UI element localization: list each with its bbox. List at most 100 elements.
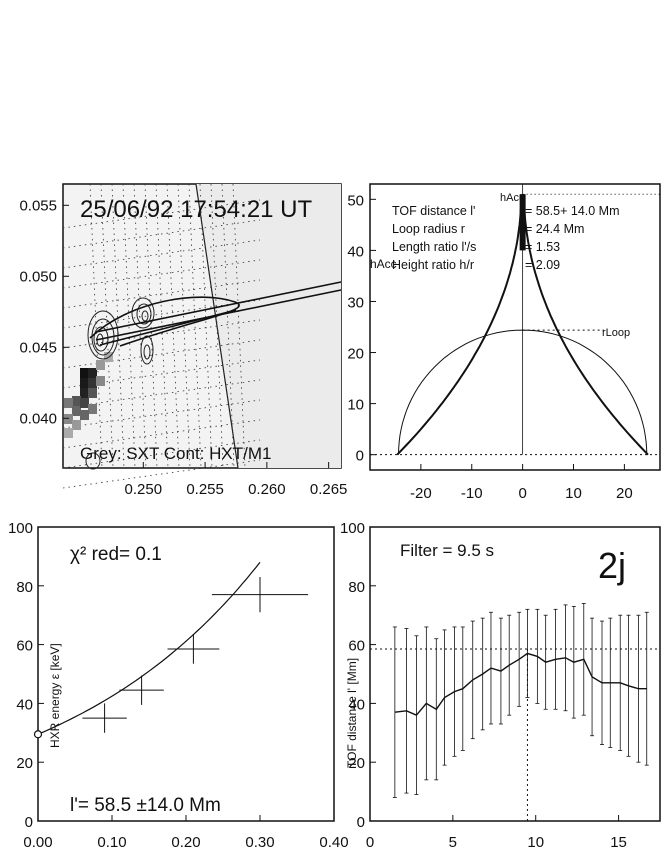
y-tick-label: 0	[25, 814, 33, 831]
y-tick-label: 20	[16, 755, 33, 772]
grid-line	[62, 279, 261, 309]
grid-line	[210, 183, 224, 469]
acceleration-bar	[519, 194, 526, 251]
legend-value: = 1.53	[525, 240, 560, 254]
panel-a-limb-line	[195, 183, 239, 469]
panel-b-rloop-label: rLoop	[602, 327, 630, 339]
y-tick-label: 0	[356, 448, 364, 465]
x-tick-label: 0.10	[97, 834, 126, 851]
x-tick-label: 0.265	[310, 481, 348, 498]
x-tick-label: -20	[410, 485, 432, 502]
panel-a-loop-lines	[89, 281, 342, 347]
x-tick-label: 0.260	[248, 481, 286, 498]
panel-a-sxt-pixels	[64, 352, 113, 438]
grid-line	[155, 183, 169, 469]
legend-value: = 58.5+ 14.0 Mm	[525, 204, 620, 218]
panel-d-title: Filter = 9.5 s	[400, 541, 494, 560]
grid-line	[199, 183, 213, 469]
x-tick-label: 0.40	[319, 834, 348, 851]
sxt-pixel	[96, 376, 105, 386]
grid-line	[62, 259, 261, 289]
y-tick-label: 80	[348, 579, 365, 596]
sxt-pixel	[96, 360, 105, 370]
sxt-pixel	[72, 420, 81, 430]
y-tick-label: 50	[347, 192, 364, 209]
legend-label: TOF distance l'	[392, 204, 475, 218]
sxt-pixel	[80, 388, 89, 398]
x-tick-label: 10	[527, 834, 544, 851]
grid-line	[62, 319, 261, 349]
grid-line	[62, 459, 261, 489]
contour	[131, 297, 155, 329]
y-tick-label: 60	[16, 638, 33, 655]
sxt-pixel	[88, 388, 97, 398]
sxt-pixel	[88, 378, 97, 388]
panel-d-plot	[370, 603, 660, 821]
sxt-pixel	[88, 368, 97, 378]
fit-origin-point	[33, 730, 43, 739]
panel-c-frame	[37, 526, 335, 822]
panel-c-ylabel: HXR energy ε [keV]	[48, 643, 62, 748]
grid-line	[62, 199, 261, 229]
x-tick-label: 0.255	[186, 481, 224, 498]
sxt-pixel	[64, 414, 73, 424]
grid-line	[111, 183, 125, 469]
sxt-pixel	[64, 398, 73, 408]
panel-b-frame	[369, 183, 661, 471]
y-tick-label: 80	[16, 579, 33, 596]
panel-b-hacc-label: hAcc	[370, 257, 397, 271]
panel-b: TOF distance l' = 58.5+ 14.0 Mm Loop rad…	[347, 183, 661, 502]
panel-b-hacc-top-label: hAcc	[500, 192, 525, 204]
loop-line	[89, 296, 240, 347]
legend-value: = 24.4 Mm	[525, 222, 584, 236]
panel-d-axes: 0 5 10 15 0 20 40 60 80 100	[340, 520, 627, 851]
x-tick-label: 0	[366, 834, 374, 851]
y-tick-label: 100	[8, 520, 33, 537]
sxt-pixel	[88, 404, 97, 414]
y-tick-label: 20	[347, 346, 364, 363]
grid-line	[62, 439, 261, 469]
panel-c-plot	[33, 561, 309, 739]
grid-line	[188, 183, 202, 469]
sxt-pixel	[72, 396, 81, 406]
grid-line	[62, 339, 261, 369]
y-tick-label: 0.040	[19, 410, 57, 427]
grid-line	[177, 183, 191, 469]
grid-line	[62, 399, 261, 429]
legend-label: Loop radius r	[392, 222, 465, 236]
legend-value: = 2.09	[525, 258, 560, 272]
grid-line	[89, 183, 103, 469]
x-tick-label: 0.30	[245, 834, 274, 851]
y-tick-label: 20	[348, 755, 365, 772]
y-tick-label: 0.050	[19, 268, 57, 285]
x-tick-label: 0.20	[171, 834, 200, 851]
x-tick-label: -10	[461, 485, 483, 502]
y-tick-label: 40	[347, 243, 364, 260]
cusp-curve-right	[522, 194, 649, 456]
sxt-pixel	[80, 410, 89, 420]
grid-line	[232, 183, 246, 469]
x-tick-label: 0.00	[23, 834, 52, 851]
loop-line	[95, 281, 342, 333]
y-tick-label: 10	[347, 397, 364, 414]
contour	[140, 335, 154, 365]
fit-curve	[37, 561, 261, 735]
y-tick-label: 100	[340, 520, 365, 537]
y-tick-label: 0.055	[19, 197, 57, 214]
legend-label: Length ratio l'/s	[392, 240, 476, 254]
x-tick-label: 0	[518, 485, 526, 502]
grid-line	[133, 183, 147, 469]
panel-a-shade	[196, 184, 341, 468]
grid-line	[62, 379, 261, 409]
cusp-curve-left	[396, 194, 523, 456]
data-series-line	[394, 652, 647, 717]
panel-a-axes: 0.250 0.255 0.260 0.265 0.055 0.050 0.045 0.040	[19, 197, 347, 498]
panel-a-caption: Grey: SXT Cont: HXT/M1	[80, 444, 271, 463]
x-tick-label: 0.250	[125, 481, 163, 498]
grid-line	[122, 183, 136, 469]
panel-d-panel-label: 2j	[598, 545, 626, 586]
panel-c-fit-label: χ² red= 0.1	[70, 544, 162, 565]
panel-c: χ² red= 0.1 l'= 58.5 ±14.0 Mm HXR energy…	[8, 520, 349, 851]
panel-d-ylabel: TOF distance l' [Mm]	[345, 658, 359, 768]
